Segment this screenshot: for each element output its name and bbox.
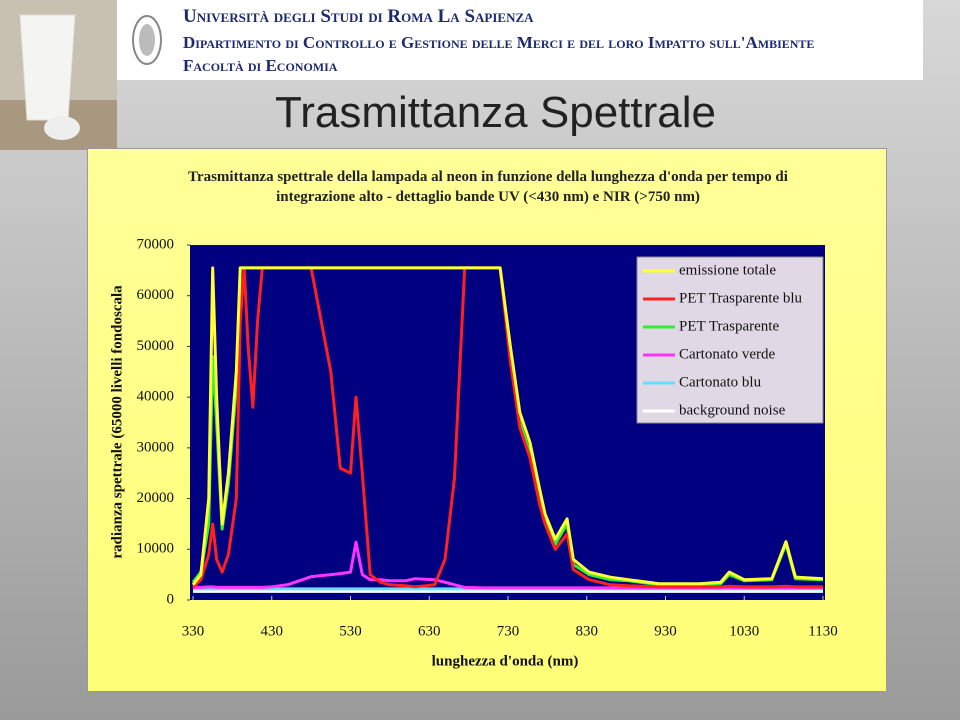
x-tick-label: 730 (497, 623, 520, 639)
legend-label: PET Trasparente blu (679, 290, 803, 306)
x-tick-label: 830 (576, 623, 599, 639)
y-tick-label: 60000 (137, 287, 175, 303)
department: Dipartimento di Controllo e Gestione del… (183, 33, 815, 52)
legend-label: Cartonato verde (679, 346, 776, 362)
legend-label: emissione totale (679, 262, 776, 278)
y-tick-label: 70000 (137, 236, 175, 252)
y-tick-label: 50000 (137, 338, 175, 354)
x-tick-label: 630 (418, 623, 441, 639)
logo (132, 15, 162, 65)
x-tick-label: 1030 (729, 623, 759, 639)
series-line (191, 266, 823, 589)
x-tick-label: 330 (182, 623, 205, 639)
legend-label: PET Trasparente (679, 318, 779, 334)
series-line (193, 540, 823, 590)
x-tick-label: 530 (339, 623, 362, 639)
photo (0, 0, 117, 150)
slide-title: Trasmittanza Spettrale (275, 88, 716, 137)
university: Università degli Studi di Roma La Sapien… (183, 6, 534, 27)
legend-box (636, 256, 824, 424)
x-tick-label: 430 (261, 623, 284, 639)
chart-title: Trasmittanza spettrale della lampada al … (188, 169, 788, 205)
y-tick-label: 40000 (137, 389, 175, 405)
legend-label: Cartonato blu (679, 374, 762, 390)
x-axis-label: lunghezza d'onda (nm) (432, 653, 579, 669)
legend-label: background noise (679, 402, 786, 418)
faculty: Facoltà di Economia (183, 56, 338, 75)
banner: Università degli Studi di Roma La Sapien… (117, 0, 923, 80)
x-tick-label: 930 (654, 623, 677, 639)
y-tick-label: 30000 (137, 439, 175, 455)
x-tick-label: 1130 (808, 623, 837, 639)
y-tick-label: 0 (167, 591, 175, 607)
y-tick-label: 20000 (137, 490, 175, 506)
y-tick-label: 10000 (137, 541, 175, 557)
series-line (191, 266, 824, 586)
y-axis-label: radianza spettrale (65000 livelli fondos… (109, 285, 125, 559)
